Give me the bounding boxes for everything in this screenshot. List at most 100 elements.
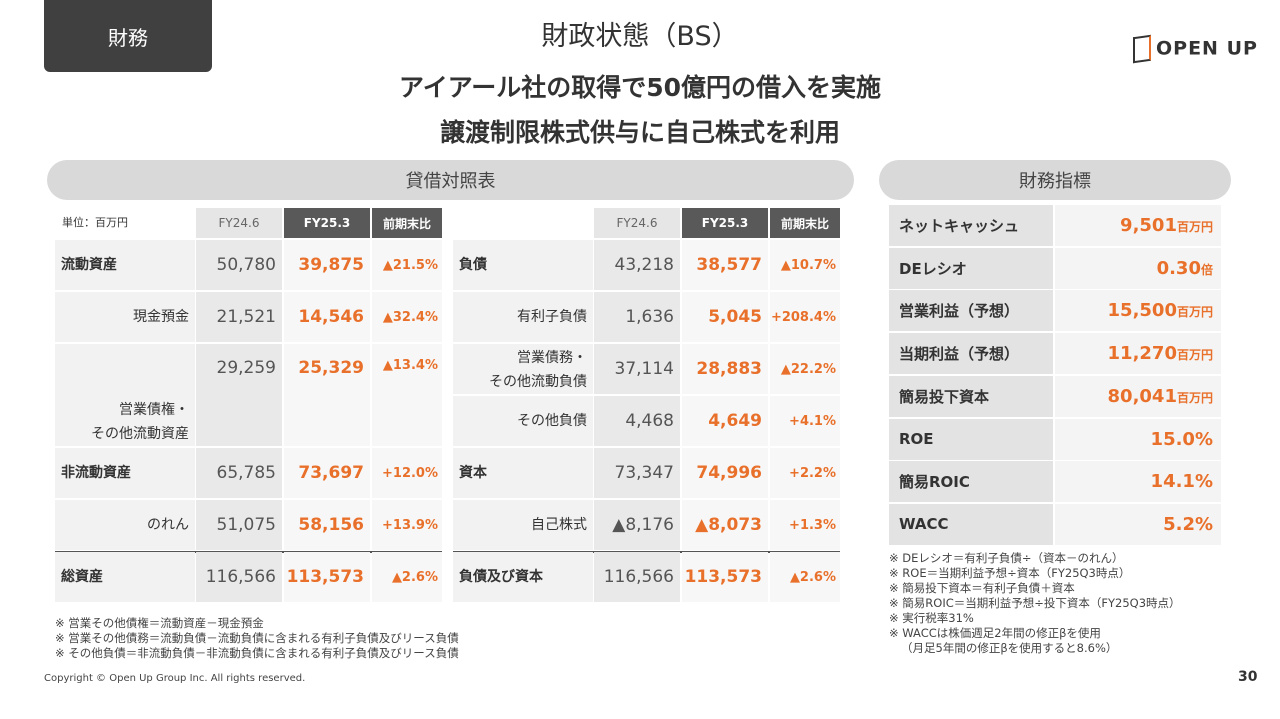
logo: OPEN UP bbox=[1133, 34, 1258, 64]
value: 9,501 bbox=[1120, 215, 1177, 236]
note-line: ※ DEレシオ＝有利子負債÷（資本－のれん） bbox=[889, 551, 1124, 565]
curr-value: 38,577 bbox=[682, 240, 768, 290]
note-line: ※ 実行税率31% bbox=[889, 611, 974, 625]
indicator-label: WACC bbox=[889, 503, 1053, 545]
note-line: ※ 営業その他債務＝流動負債－流動負債に含まれる有利子負債及びリース負債 bbox=[55, 631, 459, 645]
curr-value: 28,883 bbox=[682, 344, 768, 394]
curr-value: 113,573 bbox=[682, 552, 768, 602]
indicator-value: 9,501 百万円 bbox=[1055, 205, 1221, 246]
row-label-line: 営業債権・ bbox=[119, 402, 189, 418]
prev-value: 21,521 bbox=[196, 292, 282, 342]
section-header: 貸借対照表 bbox=[47, 160, 854, 200]
row-label: 負債 bbox=[453, 240, 593, 290]
curr-value: 4,649 bbox=[682, 396, 768, 446]
prev-value: 116,566 bbox=[196, 552, 282, 602]
row-label: 自己株式 bbox=[453, 500, 593, 550]
change-value: +4.1% bbox=[770, 396, 840, 446]
change-value: ▲32.4% bbox=[372, 292, 442, 342]
indicator-value: 11,270 百万円 bbox=[1055, 333, 1221, 375]
row-label: のれん bbox=[55, 500, 195, 550]
row-label: 流動資産 bbox=[55, 240, 195, 290]
change-value: ▲21.5% bbox=[372, 240, 442, 290]
value: 80,041 bbox=[1107, 385, 1177, 407]
change-value: +2.2% bbox=[770, 448, 840, 498]
row-label: 負債及び資本 bbox=[453, 552, 593, 602]
indicator-value: 0.30 倍 bbox=[1055, 247, 1221, 289]
curr-value: 5,045 bbox=[682, 292, 768, 342]
curr-value: 58,156 bbox=[284, 500, 370, 550]
note-line: ※ その他負債＝非流動負債－非流動負債に含まれる有利子負債及びリース負債 bbox=[55, 646, 459, 660]
curr-value: 113,573 bbox=[284, 552, 370, 602]
note-line: ※ ROE＝当期利益予想÷資本（FY25Q3時点） bbox=[889, 566, 1131, 580]
indicator-label: 当期利益（予想） bbox=[889, 333, 1053, 375]
note-line: ※ 簡易投下資本＝有利子負債＋資本 bbox=[889, 581, 1075, 595]
row-label-line: その他流動負債 bbox=[489, 374, 587, 390]
unit-label: 単位：百万円 bbox=[62, 216, 128, 229]
section-header: 財務指標 bbox=[879, 160, 1231, 200]
indicator-label: 営業利益（予想） bbox=[889, 290, 1053, 332]
logo-text: OPEN UP bbox=[1156, 37, 1258, 60]
row-label: 現金預金 bbox=[55, 292, 195, 342]
change-value: ▲10.7% bbox=[770, 240, 840, 290]
prev-value: 37,114 bbox=[594, 344, 680, 394]
prev-value: 51,075 bbox=[196, 500, 282, 550]
row-label-line: その他流動資産 bbox=[91, 426, 189, 442]
column-header: 前期末比 bbox=[372, 208, 442, 238]
notes: ※ 営業その他債権＝流動資産－現金預金 ※ 営業その他債務＝流動負債－流動負債に含… bbox=[55, 616, 459, 661]
copyright: Copyright © Open Up Group Inc. All right… bbox=[44, 673, 306, 684]
row-label: 総資産 bbox=[55, 552, 195, 602]
value: 5.2% bbox=[1163, 513, 1213, 535]
column-header: FY25.3 bbox=[682, 208, 768, 238]
note-line: ※ 簡易ROIC＝当期利益予想÷投下資本（FY25Q3時点） bbox=[889, 596, 1181, 610]
curr-value: 39,875 bbox=[284, 240, 370, 290]
change-value: ▲2.6% bbox=[372, 552, 442, 602]
column-header: FY25.3 bbox=[284, 208, 370, 238]
indicator-label: DEレシオ bbox=[889, 247, 1053, 289]
indicator-value: 5.2% bbox=[1055, 503, 1221, 545]
row-label: 営業債権・その他流動資産 bbox=[55, 344, 195, 446]
prev-value: 65,785 bbox=[196, 448, 282, 498]
prev-value: 1,636 bbox=[594, 292, 680, 342]
curr-value: 74,996 bbox=[682, 448, 768, 498]
row-label: 非流動資産 bbox=[55, 448, 195, 498]
indicator-label: 簡易投下資本 bbox=[889, 375, 1053, 417]
unit: 百万円 bbox=[1176, 348, 1213, 363]
page-number: 30 bbox=[1238, 669, 1258, 685]
prev-value: 43,218 bbox=[594, 240, 680, 290]
column-header: FY24.6 bbox=[196, 208, 282, 238]
headline: アイアール社の取得で50億円の借入を実施 bbox=[398, 73, 882, 102]
curr-value: ▲8,073 bbox=[682, 500, 768, 550]
headline: 譲渡制限株式供与に自己株式を利用 bbox=[439, 118, 840, 147]
unit: 倍 bbox=[1200, 262, 1213, 277]
value: 11,270 bbox=[1107, 343, 1177, 365]
prev-value: 116,566 bbox=[594, 552, 680, 602]
section-tab: 財務 bbox=[44, 0, 212, 72]
indicator-label: 簡易ROIC bbox=[889, 461, 1053, 503]
curr-value: 73,697 bbox=[284, 448, 370, 498]
slide-title: 財政状態（BS） bbox=[541, 21, 739, 52]
change-value: ▲2.6% bbox=[770, 552, 840, 602]
curr-value: 25,329 bbox=[284, 344, 370, 446]
prev-value: 4,468 bbox=[594, 396, 680, 446]
note-line: ※ WACCは株価週足2年間の修正βを使用 bbox=[889, 626, 1101, 640]
prev-value: 29,259 bbox=[196, 344, 282, 446]
value: 0.30 bbox=[1156, 257, 1201, 279]
value: 15,500 bbox=[1107, 300, 1177, 322]
indicator-label: ネットキャッシュ bbox=[889, 205, 1053, 246]
indicator-value: 15,500 百万円 bbox=[1055, 290, 1221, 332]
unit: 百万円 bbox=[1176, 390, 1213, 405]
note-line: （月足5年間の修正βを使用すると8.6%） bbox=[901, 641, 1118, 655]
change-value: +1.3% bbox=[770, 500, 840, 550]
change-value: ▲22.2% bbox=[770, 344, 840, 394]
change-value: +13.9% bbox=[372, 500, 442, 550]
change-value: +208.4% bbox=[770, 292, 840, 342]
column-header: FY24.6 bbox=[594, 208, 680, 238]
value: 15.0% bbox=[1150, 428, 1213, 450]
curr-value: 14,546 bbox=[284, 292, 370, 342]
row-label: 営業債務・ その他流動負債 bbox=[453, 344, 593, 394]
indicator-value: 14.1% bbox=[1055, 461, 1221, 503]
row-label: 有利子負債 bbox=[453, 292, 593, 342]
note-line: ※ 営業その他債権＝流動資産－現金預金 bbox=[55, 616, 264, 630]
indicator-label: ROE bbox=[889, 418, 1053, 460]
